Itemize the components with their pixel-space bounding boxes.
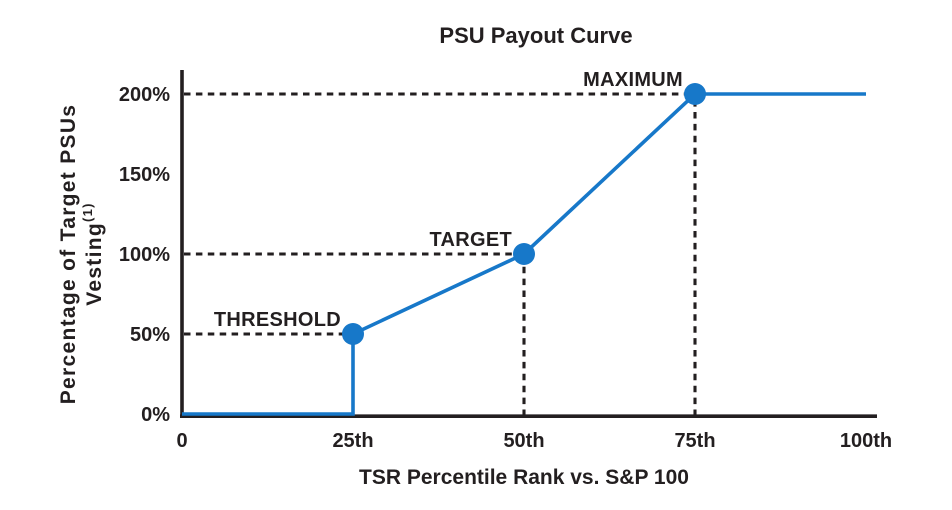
y-tick-label-50pct: 50% <box>130 324 170 346</box>
y-axis-label-footnote-superscript: (1) <box>80 202 95 222</box>
x-tick-label-50th: 50th <box>503 430 544 452</box>
y-tick-label-0pct: 0% <box>141 404 170 426</box>
x-axis-label: TSR Percentile Rank vs. S&P 100 <box>359 466 689 489</box>
data-point-marker-maximum <box>684 83 706 105</box>
x-tick-label-0: 0 <box>176 430 187 452</box>
y-tick-label-150pct: 150% <box>119 164 170 186</box>
x-tick-label-100th: 100th <box>840 430 892 452</box>
x-tick-label-25th: 25th <box>332 430 373 452</box>
data-point-marker-threshold <box>342 323 364 345</box>
y-axis-label-line2: Vesting(1) <box>80 202 106 306</box>
y-axis-label: Percentage of Target PSUs Vesting(1) <box>57 104 106 405</box>
point-label-target: TARGET <box>429 229 512 251</box>
point-label-maximum: MAXIMUM <box>583 69 683 91</box>
payout-curve-line <box>182 92 866 416</box>
x-tick-label-75th: 75th <box>674 430 715 452</box>
data-point-marker-target <box>513 243 535 265</box>
y-axis-label-line1: Percentage of Target PSUs <box>57 104 80 405</box>
y-tick-label-100pct: 100% <box>119 244 170 266</box>
chart-title: PSU Payout Curve <box>439 23 632 48</box>
point-label-threshold: THRESHOLD <box>214 309 341 331</box>
y-tick-label-200pct: 200% <box>119 84 170 106</box>
